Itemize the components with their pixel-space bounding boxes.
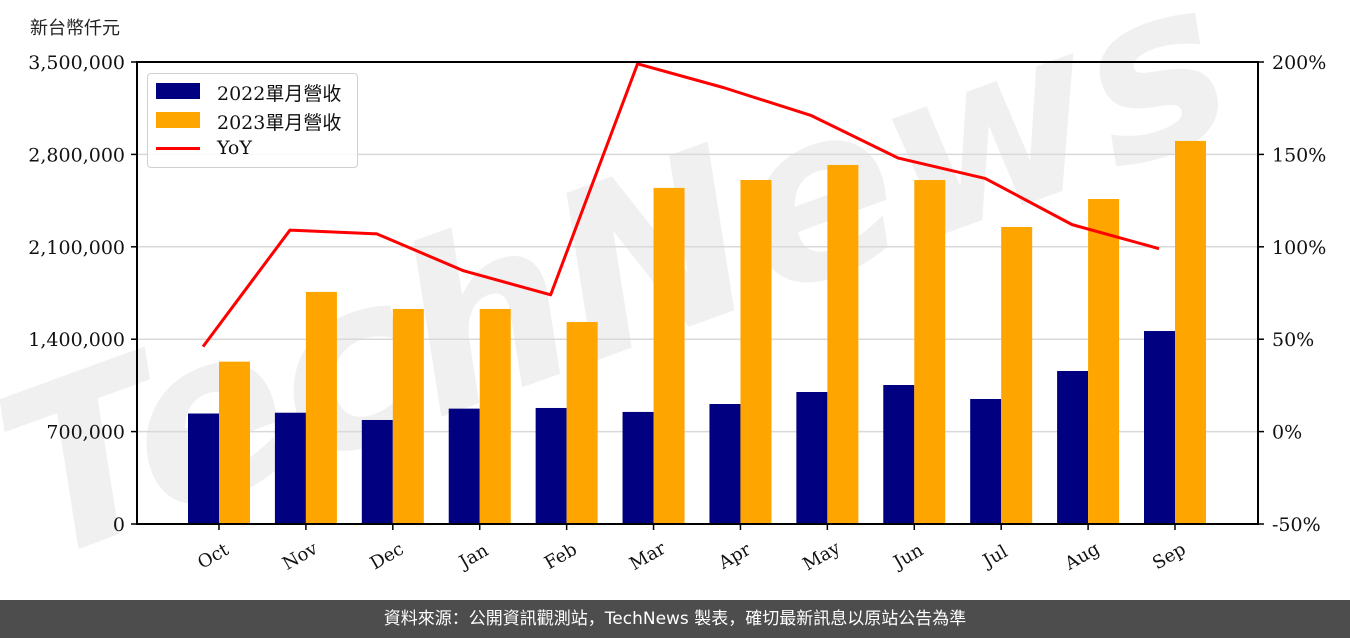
left-axis-tick-labels: 0 700,000 1,400,000 2,100,000 2,800,000 3,500…: [28, 52, 125, 536]
x-axis-tick-labels: Oct Nov Dec Jan Feb Mar Apr May Jun Jul Aug Sep: [194, 537, 1189, 575]
right-tick-label: 100%: [1272, 237, 1326, 259]
x-tick-label-dec: Dec: [367, 539, 408, 575]
right-axis-tick-labels: -50% 0% 50% 100% 150% 200%: [1272, 52, 1326, 536]
legend-label: 2023單月營收: [217, 112, 342, 134]
bar-2023-sep: [1175, 140, 1206, 524]
bar-2023-apr: [740, 180, 772, 524]
x-tick-label-apr: Apr: [714, 539, 754, 574]
legend-line-yoy: [156, 147, 200, 150]
x-tick-label-jun: Jun: [888, 540, 927, 575]
bar-2022-sep: [1144, 331, 1175, 524]
left-tick-label: 1,400,000: [28, 329, 125, 351]
bar-2022-feb: [535, 407, 567, 524]
legend: 2022單月營收 2023單月營收 YoY: [147, 73, 358, 168]
bar-2023-jun: [914, 180, 946, 524]
legend-item-2022: 2022單月營收: [156, 79, 356, 105]
bar-2023-oct: [219, 361, 250, 524]
right-tick-label: 200%: [1272, 52, 1326, 74]
bar-2022-may: [796, 392, 828, 524]
left-tick-label: 700,000: [46, 422, 125, 444]
yoy-polyline: [201, 62, 1160, 348]
bars: [188, 140, 1206, 525]
y-axis-unit-label: 新台幣仟元: [30, 18, 120, 39]
bar-2023-nov: [305, 291, 337, 524]
bar-2022-apr: [709, 404, 741, 524]
x-tick-label-sep: Sep: [1149, 539, 1189, 574]
bar-2023-jul: [1001, 227, 1033, 524]
x-tick-label-may: May: [799, 537, 844, 575]
bar-2023-jan: [479, 308, 511, 524]
bar-2022-aug: [1057, 371, 1089, 524]
bar-2023-may: [827, 164, 859, 524]
bar-2022-jul: [970, 398, 1002, 524]
legend-item-2023: 2023單月營收: [156, 108, 356, 134]
left-tick-label: 2,800,000: [28, 144, 125, 166]
x-tick-label-jan: Jan: [454, 540, 492, 574]
legend-label: 2022單月營收: [217, 83, 342, 105]
right-tick-label: 0%: [1272, 422, 1302, 444]
right-tick-label: 50%: [1272, 329, 1314, 351]
plot-frame: [136, 61, 1259, 525]
bar-2023-feb: [566, 322, 598, 524]
left-tick-label: 3,500,000: [28, 52, 125, 74]
x-tick-label-nov: Nov: [279, 538, 322, 575]
bar-2022-nov: [274, 412, 306, 524]
bar-2023-mar: [653, 187, 685, 525]
left-tick-label: 0: [113, 514, 125, 536]
yoy-line: [201, 62, 1160, 348]
x-tick-label-aug: Aug: [1061, 538, 1104, 575]
legend-label: YoY: [217, 137, 252, 159]
bar-2022-dec: [361, 419, 393, 524]
source-footer: 資料來源：公開資訊觀測站，TechNews 製表，確切最新訊息以原站公告為準: [0, 600, 1350, 638]
right-tick-label: -50%: [1272, 514, 1321, 536]
x-tick-label-mar: Mar: [626, 538, 670, 575]
axes: [131, 61, 1264, 530]
right-tick-label: 150%: [1272, 144, 1326, 166]
x-tick-label-jul: Jul: [978, 541, 1012, 573]
bar-2023-dec: [392, 308, 424, 524]
legend-item-yoy: YoY: [156, 137, 356, 161]
bar-2022-jan: [448, 408, 480, 524]
bar-2022-mar: [622, 411, 654, 524]
bar-2022-jun: [883, 385, 915, 524]
x-tick-label-feb: Feb: [541, 539, 581, 574]
left-tick-label: 2,100,000: [28, 237, 125, 259]
legend-swatch-2023: [156, 112, 200, 128]
chart: TechNews 0700,0001,400,0002,100,0002,800…: [0, 0, 1326, 600]
legend-swatch-2022: [156, 83, 200, 99]
bar-2023-aug: [1088, 199, 1120, 525]
bar-2022-oct: [188, 413, 219, 524]
